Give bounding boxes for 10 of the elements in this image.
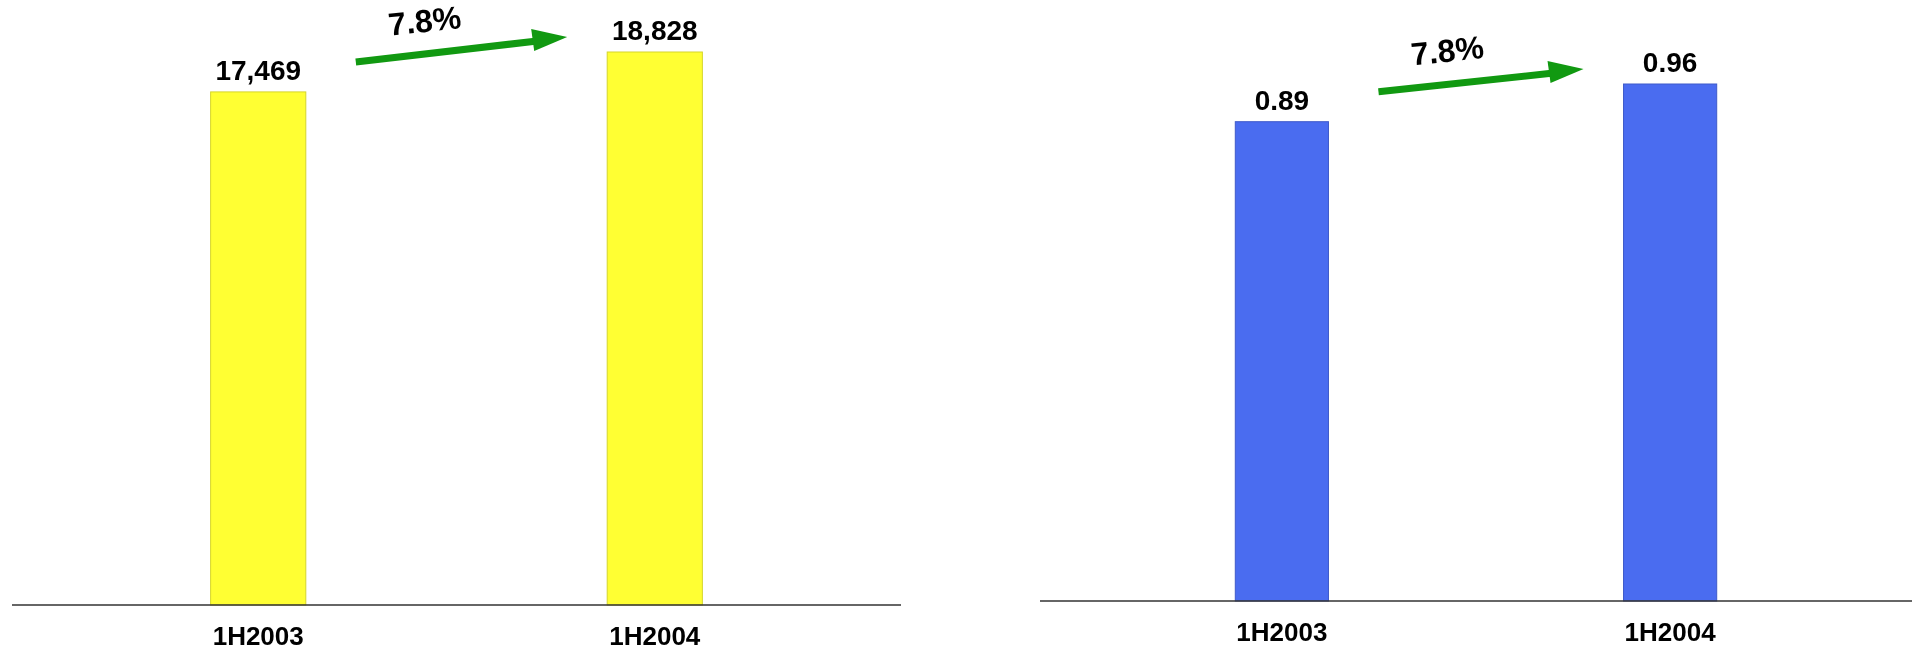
x-tick-label: 1H2003 bbox=[212, 621, 304, 651]
data-label: 17,469 bbox=[215, 54, 302, 86]
x-tick-label: 1H2003 bbox=[1236, 617, 1328, 647]
data-label: 0.89 bbox=[1254, 84, 1310, 116]
x-tick-label: 1H2004 bbox=[609, 621, 701, 651]
data-label: 18,828 bbox=[611, 15, 698, 46]
data-label: 0.96 bbox=[1642, 47, 1698, 78]
x-tick-label: 1H2004 bbox=[1624, 617, 1717, 647]
text: 7.8% bbox=[1409, 29, 1486, 73]
text: 7.8% bbox=[386, 0, 463, 43]
